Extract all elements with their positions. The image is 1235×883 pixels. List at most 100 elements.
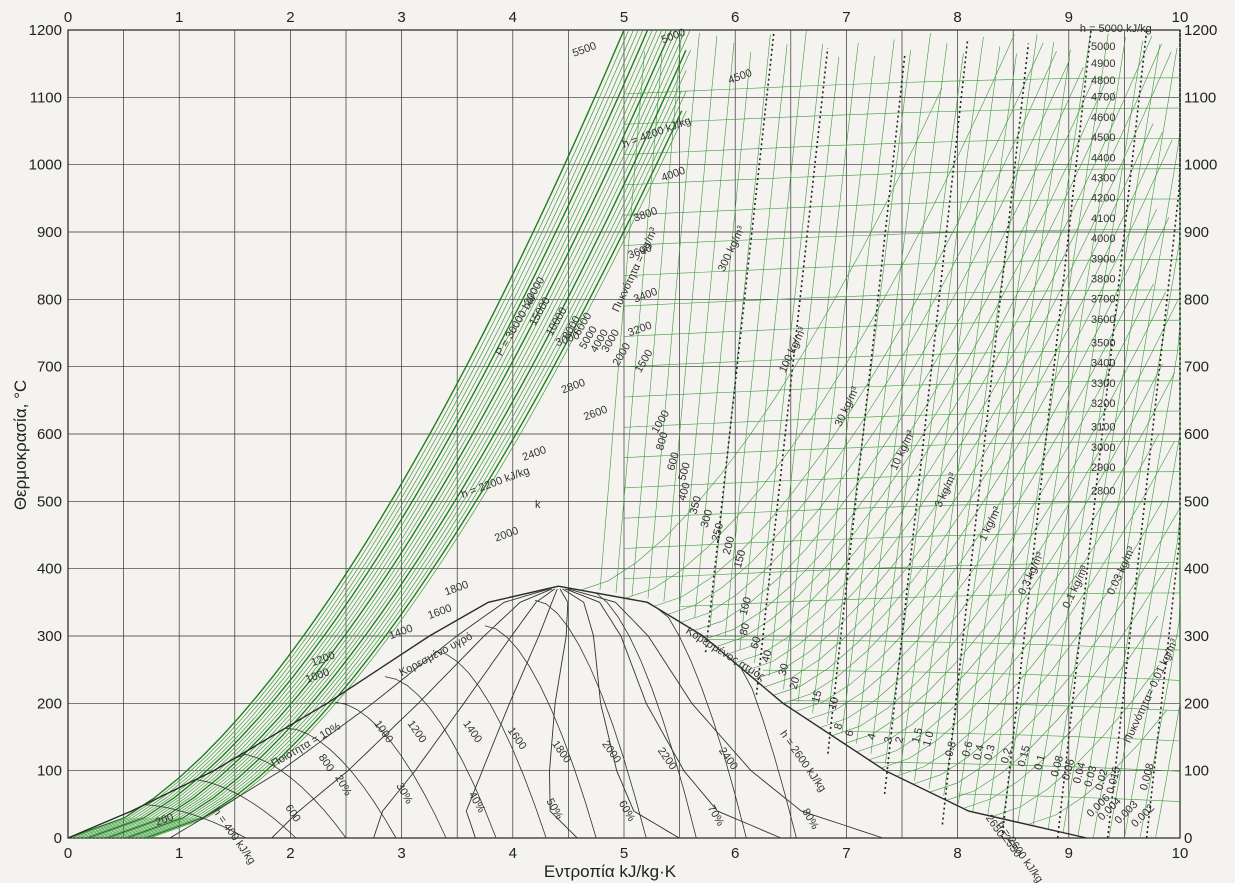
enthalpy-label: 1200 [405, 718, 429, 745]
mesh-line-pressure [946, 563, 1170, 801]
mesh-line-density [1002, 37, 1126, 819]
mesh-line-density [972, 29, 1092, 812]
mesh-line-compressed [110, 29, 677, 839]
pressure-label: 8 [832, 722, 845, 731]
density-line [883, 39, 969, 794]
pressure-label: 1.0 [921, 730, 937, 748]
x-tick-label-bottom: 9 [1065, 845, 1073, 862]
enthalpy-label: 2800 [1091, 486, 1115, 498]
mesh-line-compressed [71, 29, 630, 839]
mesh-line-pressure [694, 67, 1084, 631]
quality-label: 20% [332, 773, 354, 798]
mesh-line-density [694, 52, 752, 618]
pressure-label: 0.06 [1060, 758, 1077, 782]
mesh-line-density [1017, 40, 1143, 822]
y-tick-label-left: 0 [54, 830, 62, 847]
mesh-line-pressure [868, 372, 1176, 761]
enthalpy-label: 1400 [387, 623, 414, 643]
mesh-line-pressure [725, 91, 1115, 656]
enthalpy-label: 4500 [727, 67, 754, 87]
enthalpy-line-two-phase [134, 804, 247, 839]
enthalpy-line-two-phase [234, 753, 347, 839]
enthalpy-label: 3500 [1091, 337, 1115, 349]
y-tick-label-right: 100 [1184, 763, 1209, 780]
mesh-line-pressure [832, 291, 1166, 736]
pressure-label: 300 [699, 508, 715, 529]
pressure-label: k [535, 499, 541, 511]
mesh-line-pressure [763, 123, 1154, 688]
mesh-line-pressure [680, 58, 1071, 623]
pressure-label: 100 [738, 596, 754, 617]
quality-line [565, 588, 782, 839]
density-line [755, 48, 829, 695]
enthalpy-label: 1200 [310, 649, 337, 669]
mesh-line-enthalpy [623, 168, 1181, 186]
y-tick-label-left: 1000 [29, 157, 62, 174]
mesh-line-pressure [929, 507, 1181, 793]
quality-label: 40% [466, 790, 488, 815]
mesh-line-enthalpy [623, 471, 1181, 489]
mesh-line-density [599, 51, 645, 591]
mesh-line-enthalpy [623, 380, 1181, 398]
mesh-line-pressure [1027, 710, 1167, 825]
enthalpy-label: 4100 [1091, 213, 1115, 225]
quality-label: 70% [705, 803, 727, 828]
y-tick-label-left: 700 [37, 359, 62, 376]
enthalpy-label: 3200 [1091, 398, 1115, 410]
mesh-line-density [899, 46, 1001, 774]
enthalpy-label: 3000 [1091, 442, 1115, 454]
pressure-label: 250 [710, 522, 726, 543]
mesh-line-pressure [856, 363, 1163, 753]
pressure-label: 30 [777, 662, 792, 677]
enthalpy-label: 3700 [1091, 294, 1115, 306]
density-line [1001, 29, 1092, 839]
enthalpy-line-two-phase [484, 625, 597, 839]
density-line [827, 53, 906, 754]
enthalpy-label: 4200 [1091, 193, 1115, 205]
mesh-line-enthalpy [790, 700, 1181, 711]
mesh-line-enthalpy [623, 289, 1181, 307]
enthalpy-label: 4900 [1091, 58, 1115, 70]
mesh-line-pressure [653, 42, 1044, 607]
y-tick-label-left: 500 [37, 493, 62, 510]
mesh-line-pressure [913, 499, 1164, 785]
density-line [1145, 30, 1181, 839]
y-tick-label-left: 200 [37, 695, 62, 712]
x-tick-label-bottom: 0 [64, 845, 72, 862]
density-line [1056, 29, 1148, 839]
y-tick-label-left: 400 [37, 561, 62, 578]
mesh-line-compressed [145, 110, 683, 839]
mesh-line-compressed [79, 29, 639, 839]
mesh-line-density [768, 56, 840, 677]
quality-line [567, 588, 884, 839]
mesh-line-pressure [715, 83, 1106, 648]
density-line [704, 32, 775, 653]
pressure-label: 15 [810, 689, 825, 704]
mesh-line-density [647, 32, 700, 599]
y-tick-label-right: 1000 [1184, 157, 1217, 174]
enthalpy-line-two-phase [334, 701, 447, 839]
x-axis-title: Εντροπία kJ/kg·K [544, 862, 677, 881]
mesh-line-density [870, 53, 964, 754]
enthalpy-label: 4300 [1091, 173, 1115, 185]
x-tick-label-bottom: 6 [731, 845, 739, 862]
enthalpy-label: 2400 [521, 444, 548, 464]
pressure-label: 0.1 [1032, 754, 1048, 772]
y-axis-title: Θερμοκρασία, °C [11, 380, 30, 510]
pressure-label: 0.4 [971, 743, 987, 761]
enthalpy-label: 3100 [1091, 422, 1115, 434]
mesh-line-pressure [881, 433, 1160, 769]
y-tick-label-left: 600 [37, 426, 62, 443]
enthalpy-label: 2900 [1091, 462, 1115, 474]
enthalpy-label: 1600 [505, 725, 529, 752]
x-tick-label-top: 0 [64, 9, 72, 26]
x-tick-label-top: 8 [953, 9, 961, 26]
y-tick-label-right: 0 [1184, 830, 1192, 847]
pressure-label: 200 [721, 535, 737, 556]
mesh-line-compressed [91, 29, 653, 839]
enthalpy-label: 200 [154, 811, 175, 829]
mesh-line-compressed [130, 50, 691, 839]
quality-line [169, 588, 550, 839]
enthalpy-line-two-phase [585, 590, 697, 839]
